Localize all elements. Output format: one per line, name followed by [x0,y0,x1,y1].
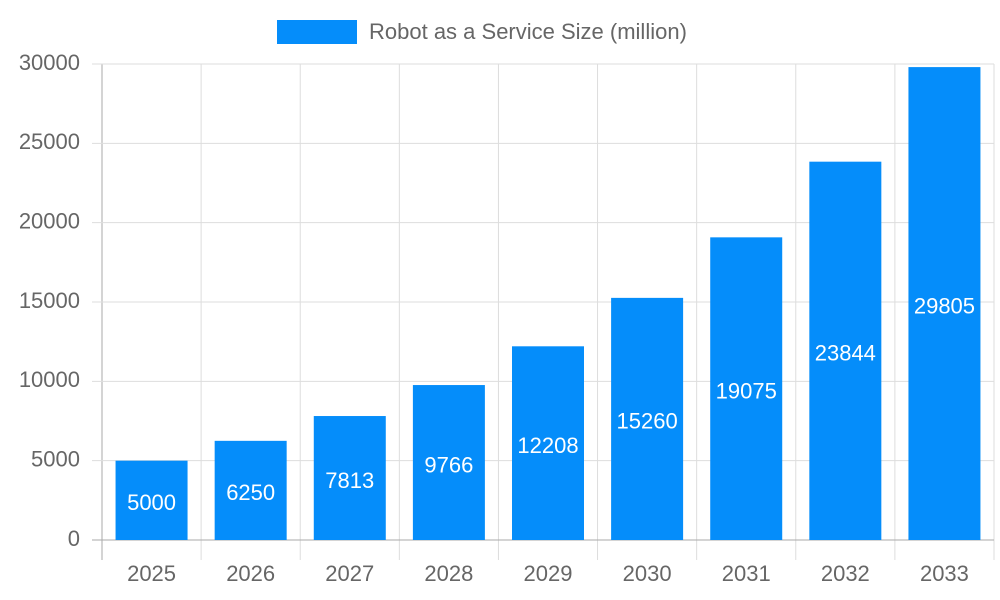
x-tick-label: 2033 [920,561,969,586]
data-label: 23844 [815,341,876,366]
bar [710,237,783,541]
y-tick-label: 0 [68,526,80,551]
legend-swatch [277,20,357,44]
data-label: 29805 [914,293,975,318]
bar [313,416,386,540]
x-tick-label: 2030 [623,561,672,586]
data-label: 7813 [325,468,374,493]
legend-label: Robot as a Service Size (million) [369,19,687,44]
bar [115,460,188,540]
x-tick-label: 2027 [325,561,374,586]
data-label: 12208 [517,433,578,458]
x-tick-label: 2031 [722,561,771,586]
x-tick-label: 2032 [821,561,870,586]
y-tick-label: 5000 [31,446,80,471]
bar [809,161,882,540]
data-label: 5000 [127,490,176,515]
bar [611,297,684,540]
x-tick-label: 2029 [524,561,573,586]
bar [512,346,584,540]
bar [214,440,287,540]
data-label: 15260 [617,409,678,434]
data-label: 19075 [716,378,777,403]
bar [412,385,485,540]
y-tick-label: 20000 [19,208,80,233]
y-tick-label: 30000 [19,50,80,75]
x-tick-label: 2025 [127,561,176,586]
y-tick-label: 15000 [19,288,80,313]
bar [908,67,981,541]
x-tick-label: 2026 [226,561,275,586]
y-tick-label: 25000 [19,129,80,154]
x-tick-label: 2028 [424,561,473,586]
data-label: 6250 [226,480,275,505]
y-tick-label: 10000 [19,367,80,392]
data-label: 9766 [424,452,473,477]
